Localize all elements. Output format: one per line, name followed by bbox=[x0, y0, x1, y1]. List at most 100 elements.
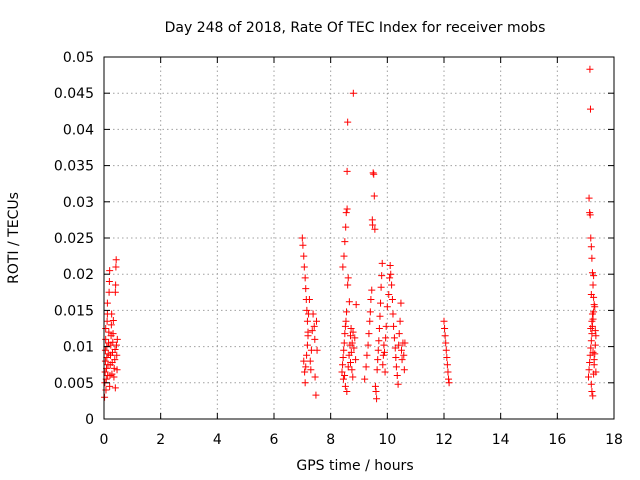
x-tick-label: 0 bbox=[100, 432, 109, 448]
data-point bbox=[341, 330, 349, 338]
data-point bbox=[592, 332, 600, 340]
data-point bbox=[313, 346, 321, 354]
data-point bbox=[400, 366, 408, 374]
data-point bbox=[301, 368, 309, 376]
y-tick-label: 0.035 bbox=[54, 159, 94, 175]
data-point bbox=[376, 312, 384, 320]
data-point bbox=[589, 392, 597, 400]
data-point bbox=[369, 169, 377, 177]
data-point bbox=[375, 325, 383, 332]
data-point bbox=[440, 317, 448, 325]
data-point bbox=[398, 356, 406, 364]
data-point bbox=[339, 263, 347, 271]
data-point bbox=[365, 330, 373, 338]
data-point bbox=[344, 274, 352, 282]
data-point bbox=[585, 194, 593, 202]
y-tick-label: 0.045 bbox=[54, 86, 94, 102]
data-point bbox=[373, 366, 381, 374]
data-point bbox=[112, 263, 120, 271]
data-point bbox=[442, 346, 450, 354]
data-point bbox=[109, 330, 117, 338]
y-tick-label: 0.03 bbox=[63, 195, 94, 211]
data-point bbox=[107, 321, 115, 329]
y-tick-label: 0.02 bbox=[63, 267, 94, 283]
data-point bbox=[106, 382, 114, 390]
data-point bbox=[348, 339, 356, 347]
data-point bbox=[298, 234, 306, 242]
data-point bbox=[109, 338, 117, 346]
y-tick-label: 0.04 bbox=[63, 122, 94, 138]
y-tick-label: 0.015 bbox=[54, 303, 94, 319]
data-point bbox=[392, 353, 400, 361]
data-point bbox=[590, 356, 598, 364]
data-point bbox=[361, 375, 369, 383]
x-tick-label: 2 bbox=[156, 432, 165, 448]
data-point bbox=[343, 308, 351, 316]
data-point bbox=[302, 285, 310, 293]
data-point bbox=[111, 356, 119, 364]
data-point bbox=[301, 379, 309, 387]
data-point bbox=[442, 339, 450, 347]
data-point bbox=[341, 322, 349, 330]
y-tick-label: 0.05 bbox=[63, 50, 94, 66]
x-tick-label: 10 bbox=[378, 432, 396, 448]
data-point bbox=[105, 277, 113, 285]
data-point bbox=[112, 281, 120, 289]
data-point bbox=[391, 344, 399, 352]
data-point bbox=[113, 351, 121, 359]
data-point bbox=[343, 167, 351, 175]
data-point bbox=[103, 317, 111, 325]
data-point bbox=[105, 328, 113, 336]
data-point bbox=[372, 387, 380, 395]
data-point bbox=[109, 317, 117, 325]
data-point bbox=[370, 192, 378, 200]
x-tick-label: 12 bbox=[435, 432, 453, 448]
y-tick-label: 0.01 bbox=[63, 340, 94, 356]
y-tick-label: 0.005 bbox=[54, 376, 94, 392]
data-point bbox=[303, 317, 311, 325]
data-point bbox=[108, 310, 116, 318]
data-point bbox=[342, 317, 350, 325]
data-point bbox=[585, 373, 592, 381]
data-point bbox=[101, 368, 109, 376]
data-point bbox=[347, 348, 355, 356]
data-point bbox=[349, 89, 357, 97]
data-point bbox=[362, 363, 370, 371]
data-point bbox=[102, 335, 110, 343]
data-point bbox=[587, 337, 595, 345]
data-point bbox=[303, 306, 311, 314]
data-point bbox=[390, 322, 398, 330]
data-point bbox=[110, 373, 118, 381]
data-point bbox=[101, 393, 109, 401]
data-point bbox=[394, 380, 402, 388]
data-point bbox=[112, 256, 120, 264]
data-point bbox=[339, 375, 347, 383]
data-point bbox=[392, 363, 400, 371]
data-point bbox=[377, 299, 385, 307]
data-point bbox=[374, 346, 382, 354]
data-point bbox=[340, 339, 348, 347]
data-point bbox=[378, 272, 386, 280]
x-tick-label: 18 bbox=[605, 432, 623, 448]
data-point bbox=[300, 357, 308, 365]
data-point bbox=[388, 296, 396, 304]
data-point bbox=[386, 262, 394, 270]
data-point bbox=[588, 310, 596, 318]
data-point bbox=[369, 221, 377, 229]
data-point bbox=[400, 351, 408, 359]
data-point bbox=[441, 325, 449, 332]
data-point bbox=[587, 380, 595, 388]
data-point bbox=[588, 269, 596, 277]
data-point bbox=[587, 243, 595, 251]
data-point bbox=[310, 322, 318, 330]
data-point bbox=[352, 356, 360, 364]
data-point bbox=[309, 310, 317, 318]
x-axis-label: GPS time / hours bbox=[296, 458, 413, 474]
data-point bbox=[306, 357, 314, 365]
data-point bbox=[370, 170, 378, 178]
data-point bbox=[363, 351, 371, 359]
data-point bbox=[591, 350, 599, 358]
data-point bbox=[341, 238, 349, 246]
data-point bbox=[305, 296, 313, 304]
data-point bbox=[347, 332, 354, 340]
